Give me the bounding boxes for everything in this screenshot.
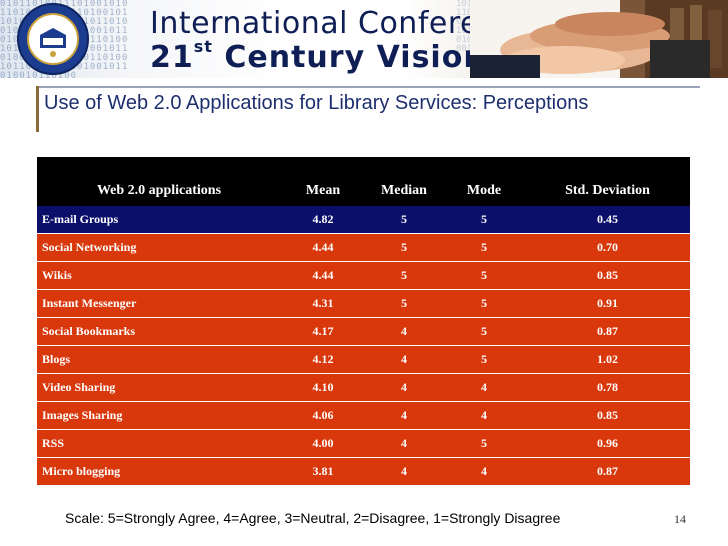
cell-median: 4 — [401, 464, 407, 478]
cell-mean: 4.31 — [312, 296, 334, 310]
column-header-application: Web 2.0 applications — [96, 183, 222, 198]
cell-application: Images Sharing — [42, 408, 123, 422]
cell-std-deviation: 0.85 — [597, 268, 618, 282]
page-number: 14 — [674, 512, 686, 526]
cell-application: Social Bookmarks — [42, 324, 136, 338]
cell-median: 4 — [401, 324, 407, 338]
table-row: Social Networking 4.44 5 5 0.70 — [37, 234, 690, 262]
cell-application: E-mail Groups — [42, 212, 119, 226]
cell-application: Instant Messenger — [42, 296, 137, 310]
cell-mean: 4.44 — [312, 268, 334, 282]
cell-mode: 4 — [481, 408, 487, 422]
table-row: Micro blogging 3.81 4 4 0.87 — [37, 458, 690, 486]
cell-median: 4 — [401, 436, 407, 450]
library-association-logo-icon — [17, 3, 89, 75]
cell-application: Social Networking — [42, 240, 137, 254]
cell-std-deviation: 0.87 — [597, 324, 618, 338]
conference-theme: Century Vision — [224, 40, 486, 75]
cell-application: Video Sharing — [42, 380, 116, 394]
cell-median: 5 — [401, 296, 407, 310]
cell-median: 5 — [401, 212, 407, 226]
cell-mode: 5 — [481, 268, 487, 282]
cell-median: 4 — [401, 352, 407, 366]
cell-mode: 5 — [481, 212, 487, 226]
column-header-std-deviation: Std. Deviation — [565, 183, 650, 198]
cell-mean: 4.00 — [312, 436, 334, 450]
cell-mean: 4.82 — [312, 212, 334, 226]
cell-mode: 4 — [481, 464, 487, 478]
table-row: Video Sharing 4.10 4 4 0.78 — [37, 374, 690, 402]
cell-mode: 5 — [481, 240, 487, 254]
cell-median: 5 — [401, 240, 407, 254]
perceptions-table: Web 2.0 applications Mean Median Mode St… — [37, 157, 690, 486]
conference-ordinal-suffix: st — [193, 37, 213, 56]
cell-application: Wikis — [42, 268, 72, 282]
cell-mean: 3.81 — [312, 464, 334, 478]
conference-banner: 0101101001110100101011010011010110100101… — [0, 0, 728, 78]
table-row: Blogs 4.12 4 5 1.02 — [37, 346, 690, 374]
table-row: Instant Messenger 4.31 5 5 0.91 — [37, 290, 690, 318]
cell-median: 4 — [401, 380, 407, 394]
stacked-hands-photo — [470, 0, 728, 78]
table-header-spacer — [37, 157, 690, 177]
table-row: Wikis 4.44 5 5 0.85 — [37, 262, 690, 290]
table-body: E-mail Groups 4.82 5 5 0.45 Social Networking… — [37, 206, 690, 486]
cell-std-deviation: 0.78 — [597, 380, 618, 394]
table-row: RSS 4.00 4 5 0.96 — [37, 430, 690, 458]
scale-legend: Scale: 5=Strongly Agree, 4=Agree, 3=Neut… — [65, 510, 561, 526]
table-row: Social Bookmarks 4.17 4 5 0.87 — [37, 318, 690, 346]
column-header-mean: Mean — [305, 183, 341, 198]
column-header-median: Median — [381, 183, 427, 198]
cell-median: 5 — [401, 268, 407, 282]
cell-std-deviation: 0.70 — [597, 240, 618, 254]
conference-ordinal-number: 21 — [150, 40, 194, 75]
cell-application: Micro blogging — [42, 464, 121, 478]
cell-mean: 4.10 — [312, 380, 334, 394]
cell-std-deviation: 0.45 — [597, 212, 618, 226]
cell-mode: 5 — [481, 324, 487, 338]
cell-std-deviation: 0.91 — [597, 296, 618, 310]
cell-mode: 5 — [481, 352, 487, 366]
cell-median: 4 — [401, 408, 407, 422]
cell-std-deviation: 0.85 — [597, 408, 618, 422]
cell-std-deviation: 0.87 — [597, 464, 618, 478]
conference-title-line2: 21st Century Vision — [150, 37, 486, 75]
cell-mode: 5 — [481, 436, 487, 450]
cell-mean: 4.17 — [312, 324, 334, 338]
cell-application: Blogs — [42, 352, 71, 366]
title-divider — [38, 86, 700, 88]
cell-std-deviation: 1.02 — [597, 352, 618, 366]
cell-mean: 4.12 — [312, 352, 334, 366]
column-header-mode: Mode — [466, 183, 502, 198]
table-row: E-mail Groups 4.82 5 5 0.45 — [37, 206, 690, 234]
cell-mode: 4 — [481, 380, 487, 394]
cell-mean: 4.06 — [312, 408, 334, 422]
cell-mean: 4.44 — [312, 240, 334, 254]
title-accent-bar — [36, 86, 39, 132]
table-row: Images Sharing 4.06 4 4 0.85 — [37, 402, 690, 430]
slide-title: Use of Web 2.0 Applications for Library … — [44, 92, 589, 114]
table-header-row: Web 2.0 applications Mean Median Mode St… — [37, 177, 690, 206]
cell-application: RSS — [42, 436, 65, 450]
cell-mode: 5 — [481, 296, 487, 310]
cell-std-deviation: 0.96 — [597, 436, 618, 450]
